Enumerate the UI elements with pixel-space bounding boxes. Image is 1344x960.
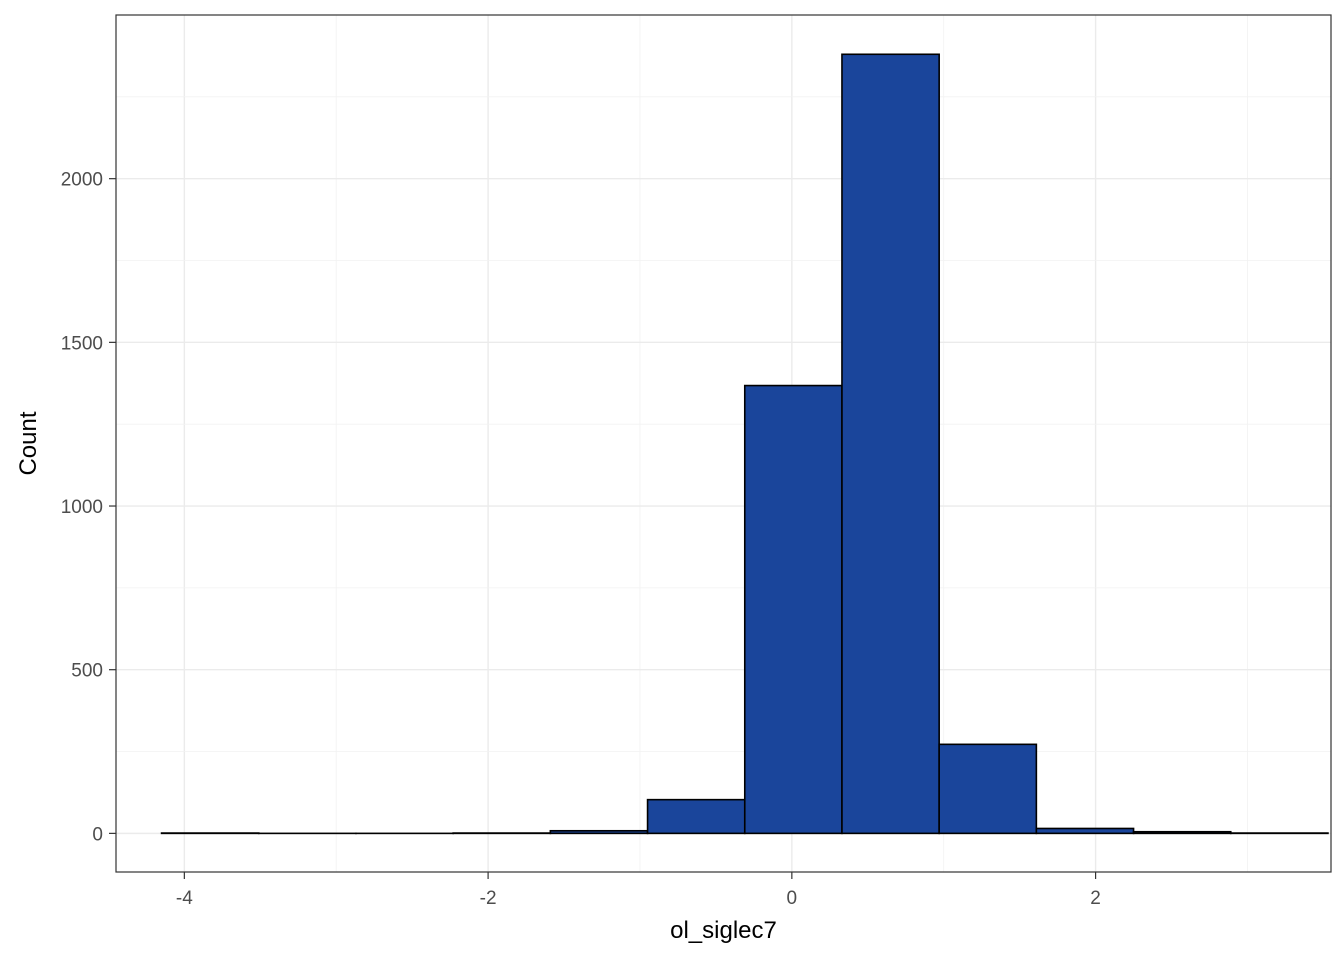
x-tick-label: -4 — [176, 888, 193, 909]
histogram-bar — [549, 829, 649, 835]
grid-lines — [116, 15, 1331, 872]
x-tick-label: 0 — [787, 888, 798, 909]
histogram-bar — [1132, 830, 1232, 835]
histogram-bar — [1035, 827, 1135, 835]
x-tick-label: -2 — [480, 888, 497, 909]
histogram-bar — [938, 743, 1038, 835]
x-axis-title: ol_siglec7 — [670, 917, 777, 944]
histogram-bar — [841, 53, 940, 835]
histogram-bars — [160, 53, 1329, 835]
y-tick-label: 2000 — [61, 170, 103, 191]
y-tick-label: 1000 — [61, 497, 103, 518]
y-tick-label: 0 — [92, 824, 103, 845]
y-tick-label: 1500 — [61, 333, 103, 354]
histogram-bar — [743, 384, 843, 835]
plot-panel-border — [115, 14, 1332, 873]
y-axis-ticks: 0 500 1000 1500 2000 — [61, 170, 116, 845]
x-tick-label: 2 — [1090, 888, 1101, 909]
y-axis-title: Count — [15, 411, 42, 475]
histogram-bar — [646, 798, 746, 835]
y-tick-label: 500 — [71, 661, 103, 682]
x-axis-ticks: -4 -2 0 2 — [176, 872, 1101, 909]
